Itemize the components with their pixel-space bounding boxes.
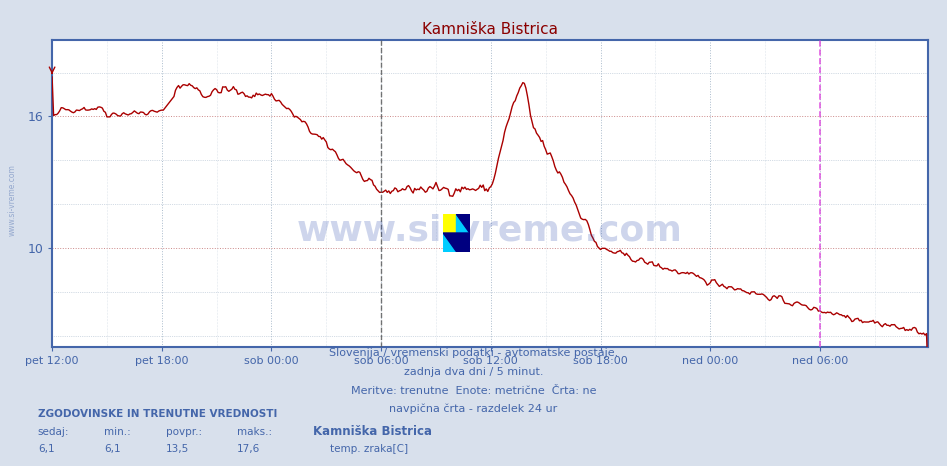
Text: Slovenija / vremenski podatki - avtomatske postaje.: Slovenija / vremenski podatki - avtomats… <box>329 349 618 358</box>
Polygon shape <box>456 214 470 233</box>
Text: navpična črta - razdelek 24 ur: navpična črta - razdelek 24 ur <box>389 404 558 414</box>
Text: maks.:: maks.: <box>237 427 272 437</box>
Text: min.:: min.: <box>104 427 131 437</box>
Text: povpr.:: povpr.: <box>166 427 202 437</box>
Polygon shape <box>443 233 456 252</box>
Text: 6,1: 6,1 <box>38 445 55 454</box>
Text: 13,5: 13,5 <box>166 445 189 454</box>
Text: 17,6: 17,6 <box>237 445 260 454</box>
Text: ZGODOVINSKE IN TRENUTNE VREDNOSTI: ZGODOVINSKE IN TRENUTNE VREDNOSTI <box>38 409 277 419</box>
Polygon shape <box>456 214 470 233</box>
Bar <box>443 214 456 233</box>
Text: zadnja dva dni / 5 minut.: zadnja dva dni / 5 minut. <box>403 367 544 377</box>
Text: sedaj:: sedaj: <box>38 427 69 437</box>
Text: Kamniška Bistrica: Kamniška Bistrica <box>313 425 432 438</box>
Polygon shape <box>443 233 470 252</box>
Text: temp. zraka[C]: temp. zraka[C] <box>330 445 407 454</box>
Text: 6,1: 6,1 <box>104 445 121 454</box>
Text: www.si-vreme.com: www.si-vreme.com <box>8 164 17 236</box>
Text: www.si-vreme.com: www.si-vreme.com <box>297 213 683 247</box>
Title: Kamniška Bistrica: Kamniška Bistrica <box>422 22 558 37</box>
Text: Meritve: trenutne  Enote: metrične  Črta: ne: Meritve: trenutne Enote: metrične Črta: … <box>350 386 597 396</box>
